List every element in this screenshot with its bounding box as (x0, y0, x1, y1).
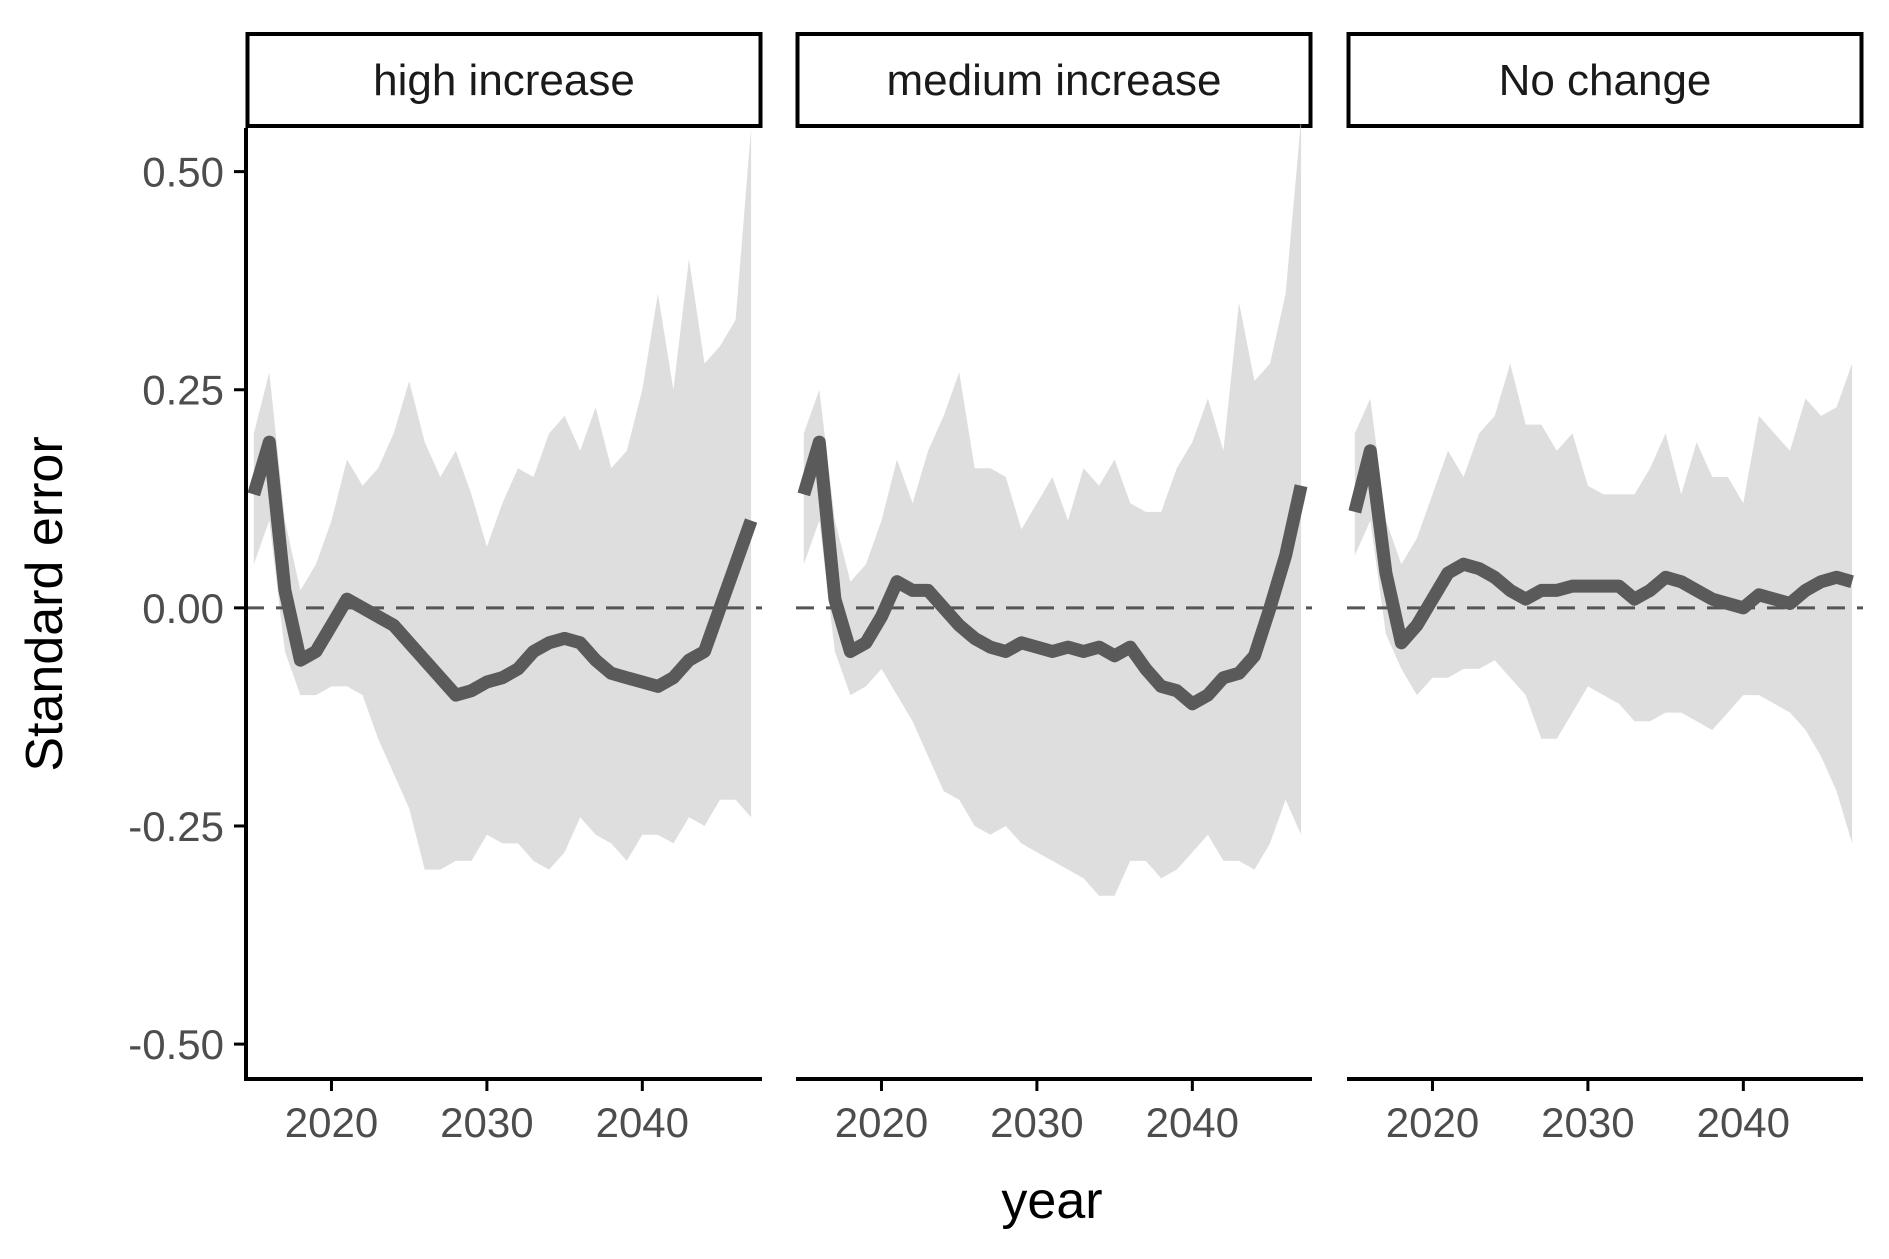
x-tick-label: 2020 (1386, 1099, 1479, 1146)
facet-strip (1346, 32, 1864, 128)
facet-strip-label: medium increase (886, 56, 1221, 105)
x-tick-label: 2040 (1697, 1099, 1790, 1146)
panel-0: high increase 2020 2030 2040 (245, 32, 763, 1146)
y-axis-title: Standard error (16, 436, 74, 771)
y-axis: -0.50 -0.25 0.00 0.25 0.50 (128, 128, 248, 1081)
mean-line (247, 435, 758, 702)
mean-line (1348, 444, 1854, 650)
x-tick-label: 2020 (285, 1099, 378, 1146)
y-tick-label: 0.50 (142, 149, 224, 196)
confidence-band (803, 119, 1302, 896)
x-tick-label: 2030 (440, 1099, 533, 1146)
y-tick-label: 0.00 (142, 585, 224, 632)
x-axis-title: year (1001, 1172, 1102, 1230)
confidence-band (1354, 363, 1853, 844)
y-tick-label: -0.50 (128, 1021, 224, 1068)
panel-1: medium increase 2020 2030 2040 (795, 32, 1313, 1146)
x-tick-label: 2030 (1541, 1099, 1634, 1146)
facet-strip (245, 32, 763, 128)
y-tick-label: 0.25 (142, 367, 224, 414)
mean-line (797, 435, 1308, 711)
panel-2: No change 2020 2030 2040 (1346, 32, 1864, 1146)
y-tick-label: -0.25 (128, 803, 224, 850)
facet-strip (795, 32, 1313, 128)
x-tick-label: 2040 (596, 1099, 689, 1146)
x-tick-label: 2030 (990, 1099, 1083, 1146)
x-tick-label: 2020 (835, 1099, 928, 1146)
x-tick-label: 2040 (1146, 1099, 1239, 1146)
facet-strip-label: No change (1499, 56, 1712, 105)
facet-strip-label: high increase (373, 56, 635, 105)
